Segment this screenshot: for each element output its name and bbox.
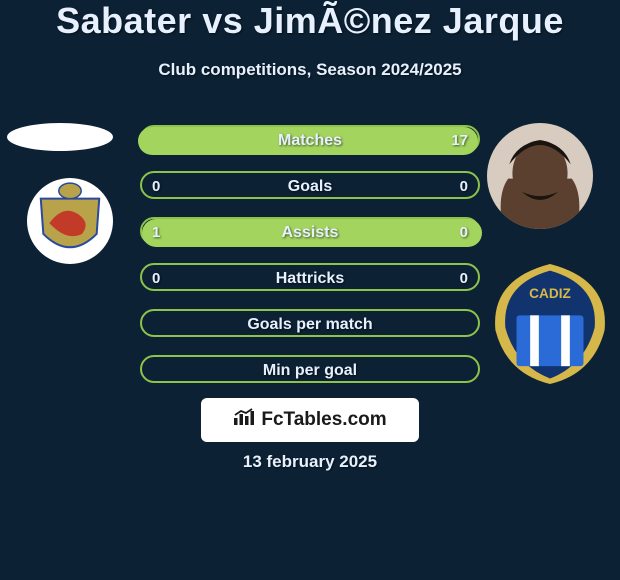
stat-row: Goals per match <box>140 309 480 337</box>
subtitle: Club competitions, Season 2024/2025 <box>0 60 620 80</box>
club-left-crest-icon <box>27 178 113 264</box>
branding-badge: FcTables.com <box>201 398 419 442</box>
branding-chart-icon <box>233 408 255 432</box>
avatar-face-icon <box>487 123 593 229</box>
stat-label: Assists <box>142 219 478 247</box>
stat-label: Goals <box>142 173 478 201</box>
stat-row: 10Assists <box>140 217 480 245</box>
stat-row: 17Matches <box>140 125 480 153</box>
date-text: 13 february 2025 <box>0 452 620 472</box>
stat-row: 00Goals <box>140 171 480 199</box>
avatar-placeholder-icon <box>7 123 113 151</box>
comparison-card: Sabater vs JimÃ©nez Jarque Club competit… <box>0 0 620 580</box>
branding-text: FcTables.com <box>261 409 386 431</box>
stat-row: Min per goal <box>140 355 480 383</box>
stat-label: Hattricks <box>142 265 478 293</box>
stat-label: Matches <box>142 127 478 155</box>
page-title: Sabater vs JimÃ©nez Jarque <box>0 0 620 42</box>
player-left-avatar <box>7 123 113 151</box>
svg-text:CADIZ: CADIZ <box>529 286 571 301</box>
player-right-avatar <box>487 123 593 229</box>
club-left-badge <box>27 178 113 264</box>
stat-bars: 17Matches 00Goals 10Assists 00Hattricks Goal… <box>140 125 480 401</box>
stat-label: Min per goal <box>142 357 478 385</box>
club-right-crest-icon: CADIZ <box>488 262 612 386</box>
stat-label: Goals per match <box>142 311 478 339</box>
club-right-badge: CADIZ <box>488 262 612 386</box>
stat-row: 00Hattricks <box>140 263 480 291</box>
